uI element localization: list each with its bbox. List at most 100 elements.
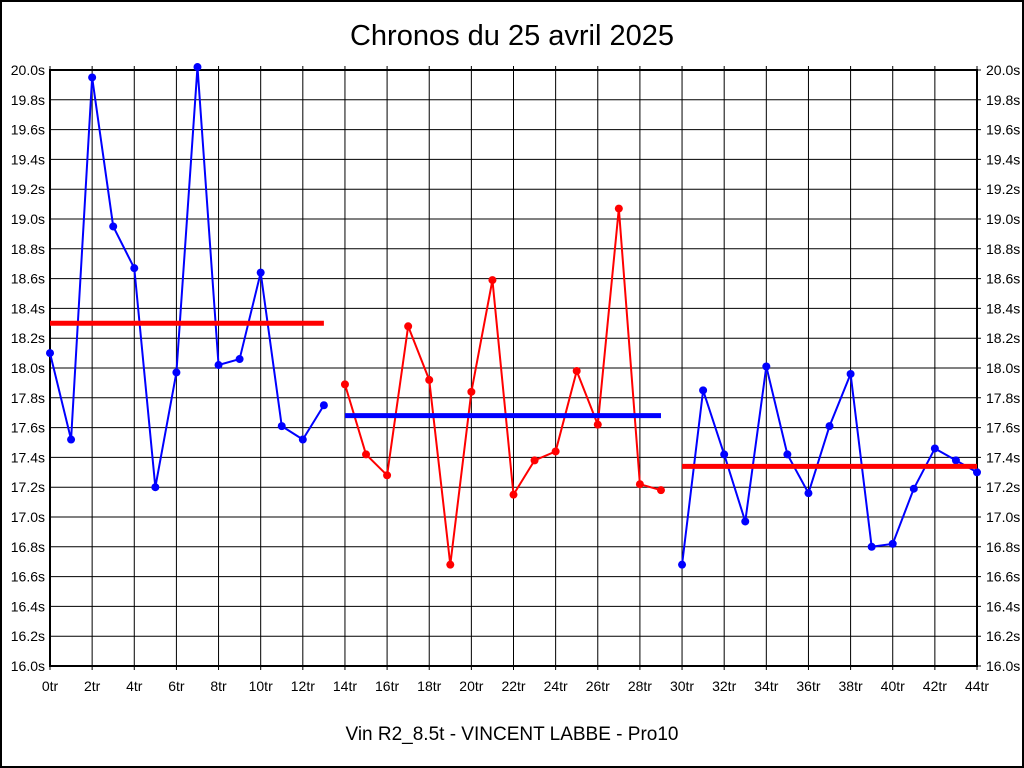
x-tick-label: 14tr: [333, 678, 357, 694]
data-point-marker: [951, 456, 960, 465]
data-point-marker: [741, 517, 750, 526]
x-tick-label: 24tr: [544, 678, 568, 694]
y-tick-label-left: 19.8s: [11, 92, 45, 108]
data-point-marker: [362, 450, 371, 459]
data-point-marker: [530, 456, 539, 465]
x-tick-label: 20tr: [459, 678, 483, 694]
y-tick-label-right: 19.4s: [986, 151, 1020, 167]
plot-frame: [49, 69, 978, 667]
x-tick-label: 36tr: [796, 678, 820, 694]
y-tick-label-right: 19.8s: [986, 92, 1020, 108]
data-point-marker: [172, 368, 181, 377]
y-tick-label-left: 16.0s: [11, 658, 45, 674]
data-point-marker: [319, 401, 328, 410]
x-tick-label: 34tr: [754, 678, 778, 694]
x-tick-label: 38tr: [839, 678, 863, 694]
data-point-marker: [846, 369, 855, 378]
x-tick-label: 26tr: [586, 678, 610, 694]
data-point-marker: [151, 483, 160, 492]
y-tick-label-right: 19.0s: [986, 211, 1020, 227]
y-tick-label-right: 16.4s: [986, 598, 1020, 614]
y-tick-label-right: 16.6s: [986, 569, 1020, 585]
x-tick-label: 16tr: [375, 678, 399, 694]
data-point-marker: [446, 560, 455, 569]
x-tick-label: 42tr: [923, 678, 947, 694]
data-point-marker: [762, 362, 771, 371]
data-point-marker: [383, 471, 392, 480]
x-tick-label: 12tr: [291, 678, 315, 694]
chart-title: Chronos du 25 avril 2025: [349, 20, 675, 52]
y-tick-label-right: 17.6s: [986, 420, 1020, 436]
data-point-marker: [699, 386, 708, 395]
y-tick-label-left: 18.6s: [11, 271, 45, 287]
data-point-marker: [930, 444, 939, 453]
data-point-marker: [509, 490, 518, 499]
y-tick-label-left: 18.8s: [11, 241, 45, 257]
x-tick-label: 4tr: [126, 678, 143, 694]
y-tick-label-right: 17.2s: [986, 479, 1020, 495]
y-tick-label-left: 17.6s: [11, 420, 45, 436]
y-tick-label-right: 19.6s: [986, 122, 1020, 138]
data-point-marker: [404, 322, 413, 331]
x-tick-label: 22tr: [501, 678, 525, 694]
y-tick-label-left: 17.0s: [11, 509, 45, 525]
y-tick-label-left: 19.0s: [11, 211, 45, 227]
y-tick-label-left: 16.4s: [11, 598, 45, 614]
y-tick-label-left: 16.2s: [11, 628, 45, 644]
data-point-marker: [867, 542, 876, 551]
data-point-marker: [425, 375, 434, 384]
x-tick-label: 40tr: [881, 678, 905, 694]
data-point-marker: [804, 489, 813, 498]
y-tick-label-right: 17.0s: [986, 509, 1020, 525]
data-point-marker: [973, 468, 981, 477]
y-tick-label-right: 18.8s: [986, 241, 1020, 257]
y-tick-label-left: 17.4s: [11, 449, 45, 465]
x-tick-label: 18tr: [417, 678, 441, 694]
data-point-marker: [551, 447, 560, 456]
x-tick-label: 32tr: [712, 678, 736, 694]
data-point-marker: [656, 486, 665, 495]
y-tick-label-right: 17.8s: [986, 390, 1020, 406]
data-point-marker: [614, 204, 623, 213]
data-point-marker: [825, 422, 834, 431]
y-tick-label-right: 18.4s: [986, 300, 1020, 316]
y-tick-label-left: 19.4s: [11, 151, 45, 167]
series-line-manche-2: [343, 207, 662, 566]
data-point-marker: [256, 268, 265, 277]
y-tick-label-left: 18.0s: [11, 360, 45, 376]
y-tick-label-left: 18.2s: [11, 330, 45, 346]
data-point-marker: [678, 560, 687, 569]
x-tick-label: 2tr: [84, 678, 101, 694]
y-tick-label-right: 18.0s: [986, 360, 1020, 376]
data-point-marker: [593, 420, 602, 429]
x-tick-label: 10tr: [249, 678, 273, 694]
y-tick-label-right: 17.4s: [986, 449, 1020, 465]
y-tick-label-left: 16.6s: [11, 569, 45, 585]
data-point-marker: [88, 73, 97, 82]
x-tick-label: 30tr: [670, 678, 694, 694]
y-tick-label-right: 19.2s: [986, 181, 1020, 197]
y-tick-label-left: 19.6s: [11, 122, 45, 138]
data-point-marker: [214, 361, 223, 370]
series-line-manche-1: [49, 66, 325, 489]
y-tick-label-right: 18.2s: [986, 330, 1020, 346]
y-tick-label-left: 19.2s: [11, 181, 45, 197]
data-point-marker: [783, 450, 792, 459]
data-point-marker: [46, 349, 54, 358]
x-tick-label: 8tr: [210, 678, 227, 694]
chart-caption: Vin R2_8.5t - VINCENT LABBE - Pro10: [345, 724, 679, 745]
y-tick-label-right: 16.2s: [986, 628, 1020, 644]
data-point-marker: [909, 484, 918, 493]
y-tick-label-left: 20.0s: [11, 62, 45, 78]
x-tick-label: 44tr: [965, 678, 989, 694]
x-tick-label: 28tr: [628, 678, 652, 694]
data-point-marker: [130, 264, 139, 273]
data-point-marker: [277, 422, 286, 431]
x-tick-label: 6tr: [168, 678, 185, 694]
data-point-marker: [235, 355, 244, 364]
data-point-marker: [635, 480, 644, 489]
data-point-marker: [888, 539, 897, 548]
y-tick-label-right: 16.0s: [986, 658, 1020, 674]
y-tick-label-right: 20.0s: [986, 62, 1020, 78]
data-point-marker: [467, 387, 476, 396]
